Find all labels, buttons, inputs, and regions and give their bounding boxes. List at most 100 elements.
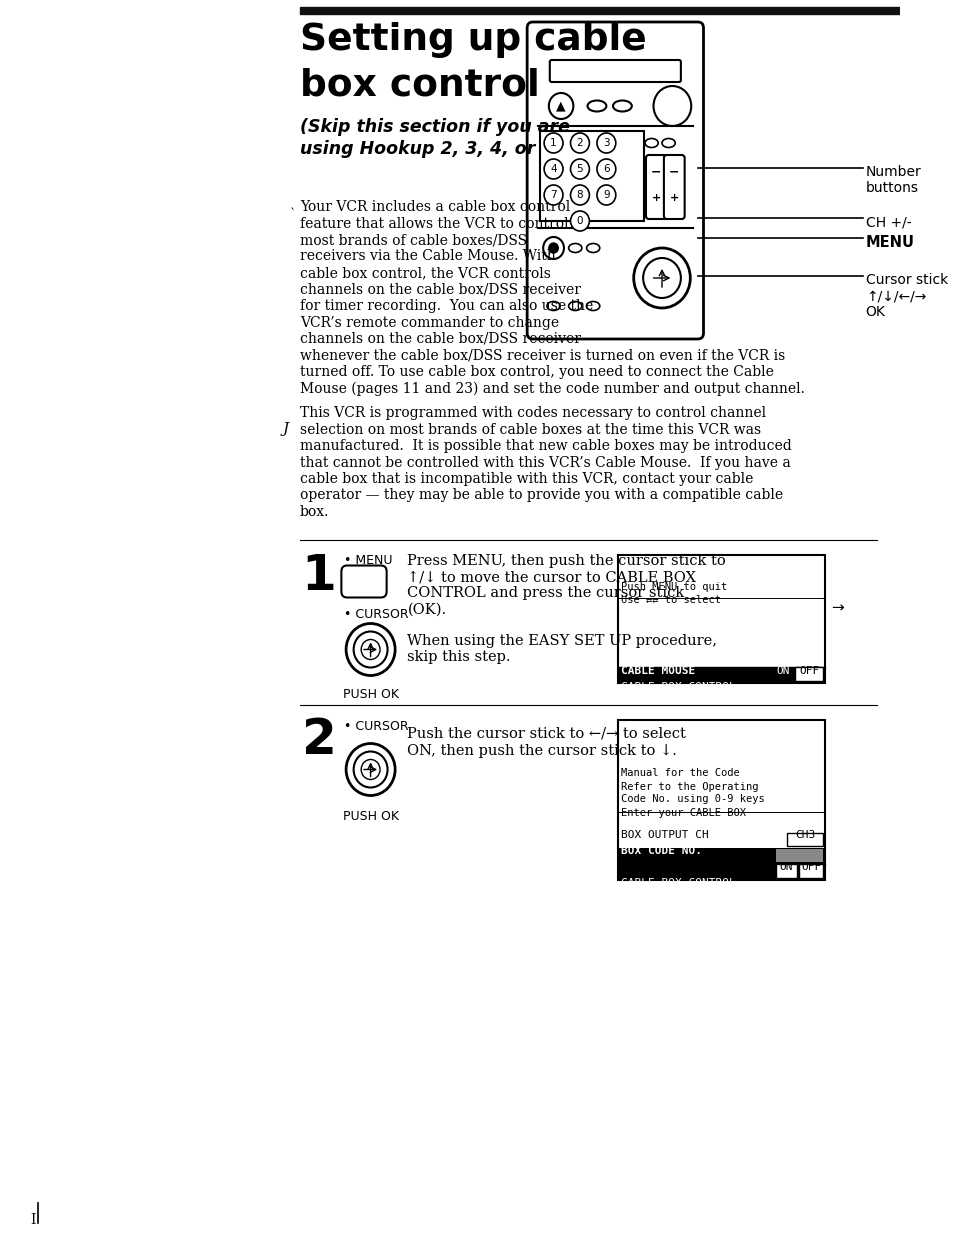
- Ellipse shape: [613, 100, 631, 111]
- Text: feature that allows the VCR to control: feature that allows the VCR to control: [299, 216, 568, 231]
- Text: MENU: MENU: [864, 235, 914, 249]
- Bar: [617, 667, 824, 683]
- Text: Your VCR includes a cable box control: Your VCR includes a cable box control: [299, 200, 570, 214]
- Text: (OK).: (OK).: [407, 603, 446, 616]
- Text: channels on the cable box/DSS receiver: channels on the cable box/DSS receiver: [299, 283, 580, 296]
- Text: Press MENU, then push the cursor stick to: Press MENU, then push the cursor stick t…: [407, 555, 725, 568]
- Text: Number
buttons: Number buttons: [864, 165, 921, 195]
- Text: 1: 1: [301, 552, 336, 599]
- Text: operator — they may be able to provide you with a compatible cable: operator — they may be able to provide y…: [299, 489, 782, 503]
- Circle shape: [653, 86, 691, 126]
- Text: using Hookup 2, 3, 4, or 6.): using Hookup 2, 3, 4, or 6.): [299, 140, 567, 158]
- Text: • CURSOR: • CURSOR: [344, 720, 409, 732]
- Text: CABLE MOUSE: CABLE MOUSE: [620, 666, 695, 676]
- Text: This VCR is programmed with codes necessary to control channel: This VCR is programmed with codes necess…: [299, 406, 765, 420]
- Text: BOX OUTPUT CH: BOX OUTPUT CH: [620, 830, 708, 841]
- Text: ˋ: ˋ: [290, 207, 296, 221]
- Text: J: J: [283, 422, 289, 436]
- Ellipse shape: [661, 164, 675, 173]
- Text: PUSH OK: PUSH OK: [342, 688, 398, 700]
- Text: turned off. To use cable box control, you need to connect the Cable: turned off. To use cable box control, yo…: [299, 366, 773, 379]
- Bar: [617, 720, 824, 879]
- Text: ON, then push the cursor stick to ↓.: ON, then push the cursor stick to ↓.: [407, 745, 677, 758]
- Ellipse shape: [546, 301, 559, 310]
- Circle shape: [361, 640, 379, 659]
- Text: ON: ON: [776, 666, 789, 676]
- Bar: [617, 667, 824, 683]
- Circle shape: [543, 185, 562, 205]
- Text: Use ⇄⇄ to select: Use ⇄⇄ to select: [620, 594, 720, 604]
- Text: skip this step.: skip this step.: [407, 651, 511, 664]
- Bar: [617, 847, 824, 863]
- Bar: [798, 863, 822, 878]
- Ellipse shape: [661, 138, 675, 147]
- Text: • CURSOR: • CURSOR: [344, 608, 409, 620]
- Text: 0: 0: [577, 216, 582, 226]
- Circle shape: [543, 159, 562, 179]
- Text: Refer to the Operating: Refer to the Operating: [620, 782, 759, 792]
- Ellipse shape: [644, 164, 658, 173]
- Text: When using the EASY SET UP procedure,: When using the EASY SET UP procedure,: [407, 635, 717, 648]
- Circle shape: [570, 133, 589, 153]
- Circle shape: [543, 133, 562, 153]
- Text: 3: 3: [602, 138, 609, 148]
- Text: CABLE BOX CONTROL: CABLE BOX CONTROL: [619, 682, 735, 692]
- Text: VCR’s remote commander to change: VCR’s remote commander to change: [299, 315, 558, 330]
- Text: CH +/-: CH +/-: [864, 215, 910, 228]
- Text: Push the cursor stick to ←/→ to select: Push the cursor stick to ←/→ to select: [407, 726, 685, 741]
- Text: 2: 2: [576, 138, 582, 148]
- Text: 7: 7: [550, 190, 557, 200]
- Text: selection on most brands of cable boxes at the time this VCR was: selection on most brands of cable boxes …: [299, 422, 760, 436]
- Text: most brands of cable boxes/DSS: most brands of cable boxes/DSS: [299, 233, 526, 247]
- Circle shape: [346, 624, 395, 676]
- Text: manufactured.  It is possible that new cable boxes may be introduced: manufactured. It is possible that new ca…: [299, 438, 791, 453]
- Ellipse shape: [568, 243, 581, 252]
- Text: OFF: OFF: [800, 862, 821, 872]
- Circle shape: [548, 243, 558, 253]
- Text: that cannot be controlled with this VCR’s Cable Mouse.  If you have a: that cannot be controlled with this VCR’…: [299, 456, 790, 469]
- Text: box control: box control: [299, 68, 539, 104]
- Text: CABLE BOX CONTROL: CABLE BOX CONTROL: [619, 878, 735, 888]
- Text: channels on the cable box/DSS receiver: channels on the cable box/DSS receiver: [299, 332, 580, 346]
- FancyBboxPatch shape: [645, 156, 666, 219]
- Circle shape: [542, 237, 563, 259]
- Text: 8: 8: [576, 190, 582, 200]
- Text: Manual for the Code: Manual for the Code: [620, 768, 740, 778]
- Text: I: I: [30, 1213, 35, 1228]
- Circle shape: [346, 743, 395, 795]
- Circle shape: [570, 159, 589, 179]
- Text: Code No. using 0-9 keys: Code No. using 0-9 keys: [620, 794, 764, 804]
- Ellipse shape: [644, 138, 658, 147]
- Bar: [617, 555, 824, 683]
- Text: whenever the cable box/DSS receiver is turned on even if the VCR is: whenever the cable box/DSS receiver is t…: [299, 348, 784, 363]
- Text: 6: 6: [602, 164, 609, 174]
- Ellipse shape: [586, 301, 599, 310]
- Text: receivers via the Cable Mouse. With: receivers via the Cable Mouse. With: [299, 249, 555, 263]
- Text: cable box that is incompatible with this VCR, contact your cable: cable box that is incompatible with this…: [299, 472, 753, 487]
- Bar: [776, 863, 796, 878]
- FancyBboxPatch shape: [549, 61, 680, 82]
- Bar: [776, 848, 822, 862]
- Text: BOX CODE NO.: BOX CODE NO.: [620, 846, 701, 857]
- Circle shape: [354, 631, 387, 667]
- Text: CH3: CH3: [795, 830, 815, 841]
- Text: cable box control, the VCR controls: cable box control, the VCR controls: [299, 266, 550, 280]
- Bar: [299, 7, 899, 14]
- Circle shape: [642, 258, 680, 298]
- FancyBboxPatch shape: [341, 566, 386, 598]
- Circle shape: [597, 133, 615, 153]
- Text: −: −: [650, 165, 660, 179]
- Text: 4: 4: [550, 164, 557, 174]
- FancyBboxPatch shape: [663, 156, 684, 219]
- Text: +: +: [651, 193, 660, 203]
- Bar: [539, 131, 643, 221]
- Circle shape: [597, 185, 615, 205]
- Circle shape: [633, 248, 690, 308]
- Text: ▲: ▲: [556, 100, 565, 112]
- Ellipse shape: [586, 243, 599, 252]
- Text: PUSH OK: PUSH OK: [342, 809, 398, 823]
- Ellipse shape: [587, 100, 606, 111]
- Text: CABLE MOUSE: CABLE MOUSE: [620, 862, 695, 872]
- Text: Mouse (pages 11 and 23) and set the code number and output channel.: Mouse (pages 11 and 23) and set the code…: [299, 382, 804, 396]
- Circle shape: [354, 752, 387, 788]
